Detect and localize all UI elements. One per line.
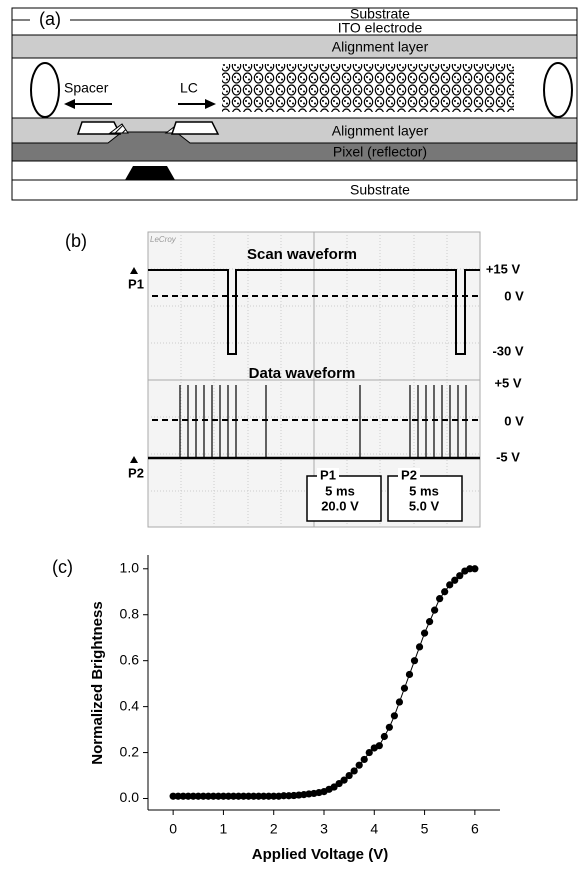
channel-marker: P2 (128, 465, 144, 480)
data-point (184, 792, 192, 800)
layer-label: Alignment layer (332, 39, 429, 55)
y-tick-label: 1.0 (120, 559, 140, 575)
data-point (330, 783, 338, 791)
data-point (451, 576, 459, 584)
data-point (265, 792, 273, 800)
box-text: 5 ms (325, 483, 355, 498)
panel-label: (b) (65, 231, 87, 251)
y-tick-label: 0.8 (120, 605, 140, 621)
layer-label: Substrate (350, 182, 410, 198)
panel-c: (c) Applied Voltage (V) Normalized Brigh… (52, 555, 500, 863)
data-point (260, 792, 268, 800)
panel-a: (a) Substrate ITO electrode Alignment la… (11, 6, 578, 201)
data-point (365, 748, 373, 757)
data-point (395, 698, 404, 706)
data-point (441, 588, 449, 596)
data-point (280, 792, 288, 800)
lc-label: LC (180, 80, 198, 96)
data-point (446, 581, 454, 589)
panel-b: (b) LeCroy Scan waveform Data waveform +… (65, 231, 524, 528)
data-point (239, 792, 248, 800)
data-point (400, 684, 409, 692)
brand: LeCroy (150, 235, 177, 244)
x-tick-label: 5 (421, 821, 429, 837)
box-text: P1 (320, 467, 336, 482)
voltage-label: +15 V (486, 261, 521, 276)
layer-label: Pixel (reflector) (333, 144, 427, 160)
voltage-label: -30 V (492, 343, 523, 358)
data-point (169, 792, 177, 800)
data-point (471, 565, 479, 573)
data-point (415, 643, 424, 651)
voltage-label: 0 V (504, 288, 524, 303)
box-text: 5.0 V (409, 498, 440, 513)
data-point (345, 771, 353, 780)
box-text: 20.0 V (321, 498, 359, 513)
data-point (420, 629, 429, 637)
voltage-label: -5 V (496, 449, 520, 464)
y-tick-label: 0.0 (120, 789, 140, 805)
data-point (405, 670, 414, 679)
data-point (436, 595, 444, 603)
data-point (255, 792, 263, 800)
data-point (219, 792, 228, 800)
data-point (179, 792, 187, 800)
data-point (456, 572, 464, 580)
y-tick-label: 0.4 (120, 697, 140, 713)
layer-label: Substrate (350, 6, 410, 22)
data-point (174, 792, 182, 800)
x-tick-label: 0 (169, 821, 177, 837)
x-tick-label: 4 (370, 821, 378, 837)
data-point (194, 792, 202, 800)
layer-label: Alignment layer (332, 123, 429, 139)
data-point (335, 779, 343, 788)
data-point (385, 723, 393, 731)
x-tick-label: 3 (320, 821, 328, 837)
data-point (390, 712, 398, 720)
data-point (350, 767, 358, 775)
channel-marker: P1 (128, 276, 144, 291)
data-point (199, 792, 207, 800)
spacer-label: Spacer (64, 80, 109, 96)
x-tick-label: 1 (220, 821, 228, 837)
voltage-label: 0 V (504, 413, 524, 428)
data-point (340, 776, 348, 784)
box-text: 5 ms (409, 483, 439, 498)
data-point (375, 742, 383, 750)
scan-title: Scan waveform (247, 246, 357, 263)
data-point (466, 565, 474, 573)
y-tick-label: 0.2 (120, 743, 140, 759)
data-point (380, 732, 388, 741)
data-point (204, 792, 212, 800)
data-point (426, 618, 434, 626)
panel-label: (a) (39, 9, 61, 29)
y-axis-title: Normalized Brightness (89, 601, 106, 764)
data-point (431, 606, 439, 614)
data-point (410, 657, 419, 665)
x-tick-label: 6 (471, 821, 479, 837)
data-line (173, 568, 475, 797)
data-point (250, 792, 258, 800)
data-point (270, 792, 278, 800)
x-axis-title: Applied Voltage (V) (252, 846, 388, 863)
data-point (355, 761, 363, 769)
data-title: Data waveform (249, 365, 356, 382)
x-tick-label: 2 (270, 821, 278, 837)
data-point (214, 792, 222, 800)
layer-label: ITO electrode (338, 20, 423, 36)
data-point (360, 755, 368, 764)
data-point (234, 792, 243, 800)
data-point (229, 792, 238, 800)
data-point (189, 792, 197, 800)
data-point (224, 792, 233, 800)
data-point (209, 792, 217, 800)
box-text: P2 (401, 467, 417, 482)
data-point (244, 792, 253, 800)
y-tick-label: 0.6 (120, 651, 140, 667)
voltage-label: +5 V (494, 375, 521, 390)
panel-label: (c) (52, 557, 73, 577)
